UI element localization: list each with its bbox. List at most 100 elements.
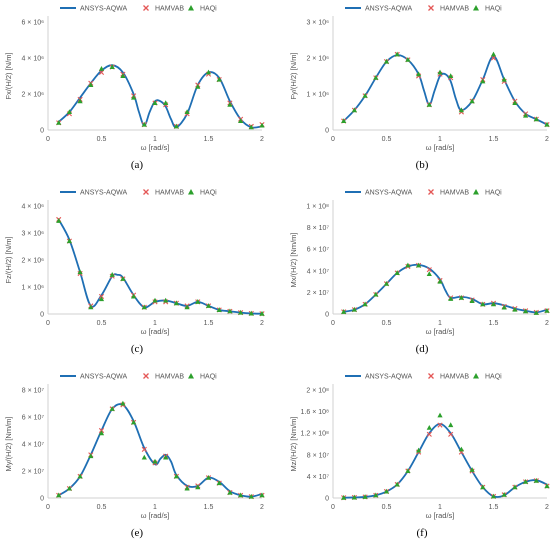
- legend-label-haqi: HAQi: [200, 6, 217, 13]
- point-haqi: [373, 291, 379, 297]
- series-line-ansys-aqwa: [343, 54, 548, 126]
- chart-panel-2: ANSYS-AQWA HAMVAB HAQi 0 0.5 1 1.5 2 0 1 × 10⁶ 2 ×…: [289, 5, 550, 171]
- x-tick-label: 1.5: [204, 504, 214, 511]
- point-haqi: [416, 447, 422, 453]
- point-haqi: [216, 480, 222, 486]
- chart-panel-5: ANSYS-AQWA HAMVAB HAQi 0 0.5 1 1.5 2 0 2 × 10⁷ 4 ×…: [4, 373, 265, 539]
- y-tick-label: 0: [325, 128, 329, 135]
- point-haqi: [227, 308, 233, 314]
- point-haqi: [480, 484, 486, 490]
- point-haqi: [152, 297, 158, 303]
- point-haqi: [205, 69, 212, 75]
- point-haqi: [184, 304, 190, 310]
- point-haqi: [394, 51, 400, 57]
- point-haqi: [109, 406, 115, 411]
- x-tick-label: 0.5: [97, 504, 107, 511]
- point-haqi: [523, 479, 529, 484]
- x-tick-label: 2: [545, 504, 549, 511]
- x-tick-label: 0: [46, 504, 50, 511]
- point-haqi: [480, 301, 486, 307]
- point-hamvab: [426, 267, 432, 273]
- point-haqi: [195, 484, 201, 490]
- point-haqi: [512, 100, 518, 105]
- point-haqi: [448, 296, 454, 301]
- legend-swatch-hamvab: [428, 189, 434, 195]
- point-haqi: [216, 76, 222, 82]
- point-haqi: [152, 458, 158, 464]
- point-haqi: [394, 481, 400, 487]
- point-haqi: [458, 107, 464, 113]
- point-haqi: [238, 309, 244, 315]
- y-axis-label: Fx/(H/2) [N/m]: [4, 52, 13, 99]
- point-haqi: [205, 474, 212, 480]
- y-tick-label: 2 × 10⁷: [307, 290, 330, 297]
- legend-label-hamvab: HAMVAB: [440, 6, 469, 13]
- panel-label: (d): [416, 343, 429, 355]
- point-haqi: [163, 297, 169, 303]
- point-haqi: [195, 299, 201, 304]
- point-haqi: [523, 308, 529, 314]
- legend-swatch-haqi: [473, 5, 479, 11]
- point-haqi: [480, 78, 486, 84]
- point-haqi: [216, 307, 222, 312]
- x-tick-label: 0.5: [382, 320, 392, 327]
- legend-label-haqi: HAQi: [485, 6, 502, 13]
- point-haqi: [383, 280, 390, 286]
- y-tick-label: 0: [40, 312, 44, 319]
- legend-swatch-hamvab: [428, 5, 434, 11]
- legend-label-hamvab: HAMVAB: [155, 190, 184, 197]
- point-haqi: [426, 102, 432, 107]
- x-axis-label: ω [rad/s]: [426, 511, 455, 520]
- chart-panel-3: ANSYS-AQWA HAMVAB HAQi 0 0.5 1 1.5 2 0 1 × 10⁶ 2 ×…: [4, 189, 265, 355]
- y-tick-label: 1.2 × 10⁸: [301, 431, 329, 438]
- series-line-ansys-aqwa: [58, 403, 263, 498]
- panel-label: (a): [131, 159, 144, 171]
- y-tick-label: 0: [40, 128, 44, 135]
- point-hamvab: [98, 69, 105, 75]
- point-haqi: [88, 453, 94, 459]
- point-haqi: [362, 301, 368, 307]
- point-haqi: [437, 278, 443, 284]
- x-tick-label: 2: [545, 320, 549, 327]
- point-haqi: [259, 122, 265, 128]
- y-tick-label: 8 × 10⁷: [307, 225, 330, 232]
- y-tick-label: 4 × 10⁷: [22, 442, 45, 449]
- point-haqi: [533, 477, 539, 483]
- x-axis-label: ω [rad/s]: [141, 143, 170, 152]
- point-haqi: [405, 468, 411, 473]
- point-haqi: [458, 446, 464, 452]
- x-tick-label: 0: [46, 320, 50, 327]
- y-tick-label: 2 × 10⁶: [21, 92, 44, 99]
- point-haqi: [66, 485, 72, 491]
- point-haqi: [394, 270, 400, 275]
- x-tick-label: 0.5: [97, 320, 107, 327]
- point-haqi: [195, 84, 201, 89]
- legend-label-haqi: HAQi: [485, 374, 502, 381]
- point-hamvab: [141, 446, 147, 452]
- point-haqi: [512, 306, 518, 312]
- point-haqi: [416, 262, 422, 268]
- series-line-ansys-aqwa: [343, 263, 548, 314]
- point-haqi: [109, 64, 115, 69]
- point-haqi: [405, 262, 411, 268]
- point-hamvab: [448, 431, 454, 437]
- y-tick-label: 4 × 10⁷: [307, 268, 330, 275]
- x-tick-label: 1.5: [489, 320, 499, 327]
- legend-label-hamvab: HAMVAB: [155, 6, 184, 13]
- point-haqi: [533, 310, 539, 315]
- point-haqi: [501, 304, 507, 310]
- point-haqi: [66, 238, 72, 244]
- point-haqi: [490, 301, 497, 307]
- y-tick-label: 0: [325, 312, 329, 319]
- legend-label-haqi: HAQi: [485, 190, 502, 197]
- x-axis-label: ω [rad/s]: [141, 511, 170, 520]
- point-haqi: [248, 124, 254, 130]
- x-tick-label: 0.5: [382, 504, 392, 511]
- y-tick-label: 4 × 10⁷: [307, 474, 330, 481]
- x-tick-label: 2: [545, 136, 549, 143]
- point-haqi: [490, 51, 497, 57]
- point-haqi: [458, 295, 464, 300]
- panel-label: (b): [416, 159, 429, 171]
- x-tick-label: 0: [46, 136, 50, 143]
